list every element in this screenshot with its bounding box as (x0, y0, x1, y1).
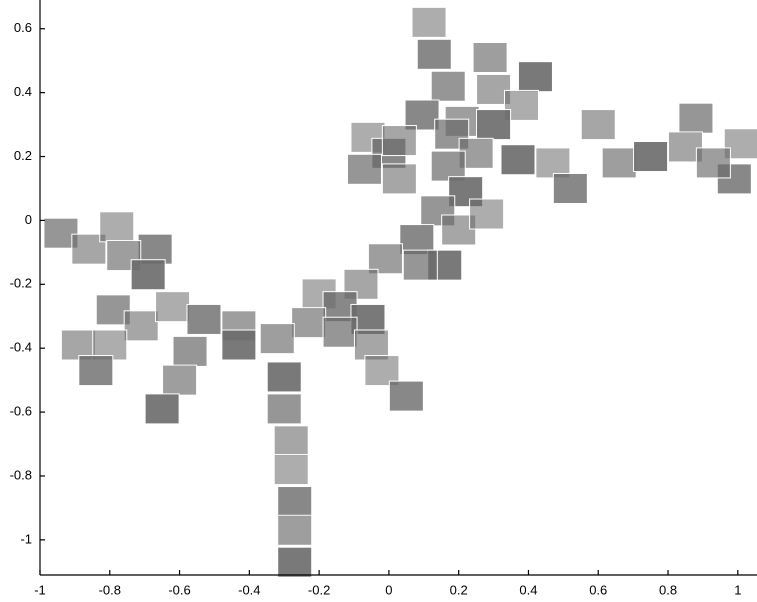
thumbnail (696, 148, 730, 178)
y-tick-label: -0.4 (10, 340, 32, 355)
thumbnail (347, 154, 381, 184)
y-tick-label: 0.2 (14, 148, 32, 163)
x-tick-label: -0.4 (238, 582, 260, 597)
thumbnail (145, 394, 179, 424)
thumbnail (79, 356, 113, 386)
y-tick-label: -1 (20, 531, 32, 546)
thumbnail (553, 173, 587, 203)
y-tick-label: 0.6 (14, 20, 32, 35)
thumbnail (278, 547, 312, 577)
thumbnail (518, 62, 552, 92)
thumbnail (470, 199, 504, 229)
thumbnail (187, 304, 221, 334)
y-tick-label: -0.2 (10, 276, 32, 291)
thumbnail (403, 250, 437, 280)
thumbnail (163, 365, 197, 395)
thumbnail (431, 71, 465, 101)
thumbnail (267, 394, 301, 424)
x-tick-label: -0.2 (308, 582, 330, 597)
x-tick-label: -0.6 (168, 582, 190, 597)
thumbnail (222, 330, 256, 360)
y-tick-label: 0 (25, 212, 32, 227)
chart: -1 -0.8 -0.6 -0.4 -0.2 0 0.2 0.4 0.6 -1 -0.8 -0.6 -0… (0, 0, 757, 602)
thumbnail (267, 362, 301, 392)
thumbnail (131, 260, 165, 290)
thumbnail (382, 164, 416, 194)
y-tick-label: 0.4 (14, 84, 32, 99)
thumbnail (278, 487, 312, 517)
thumbnail (274, 426, 308, 456)
x-tick-label: 0.4 (519, 582, 537, 597)
thumbnail (260, 324, 294, 354)
thumbnail (473, 43, 507, 73)
x-tick-label: 0.6 (589, 582, 607, 597)
thumbnail (382, 126, 416, 156)
thumbnail (634, 142, 668, 172)
thumbnail (412, 7, 446, 37)
x-tick-label: -0.8 (99, 582, 121, 597)
thumbnail (100, 212, 134, 242)
thumbnail (274, 455, 308, 485)
x-tick-label: 1 (734, 582, 741, 597)
thumbnail (156, 292, 190, 322)
y-tick-label: -0.6 (10, 404, 32, 419)
thumbnail (417, 39, 451, 69)
x-tick-label: 0.2 (450, 582, 468, 597)
thumbnail (173, 336, 207, 366)
thumbnail (389, 381, 423, 411)
thumbnail (581, 110, 615, 140)
thumbnail (278, 515, 312, 545)
thumbnail (323, 317, 357, 347)
thumbnail (124, 311, 158, 341)
thumbnail (292, 308, 326, 338)
thumbnail (679, 103, 713, 133)
y-tick-label: -0.8 (10, 467, 32, 482)
thumbnail (477, 110, 511, 140)
x-tick-label: 0.8 (659, 582, 677, 597)
x-tick-label: -1 (34, 582, 46, 597)
thumbnail (501, 145, 535, 175)
thumbnail (602, 148, 636, 178)
x-tick-label: 0 (385, 582, 392, 597)
